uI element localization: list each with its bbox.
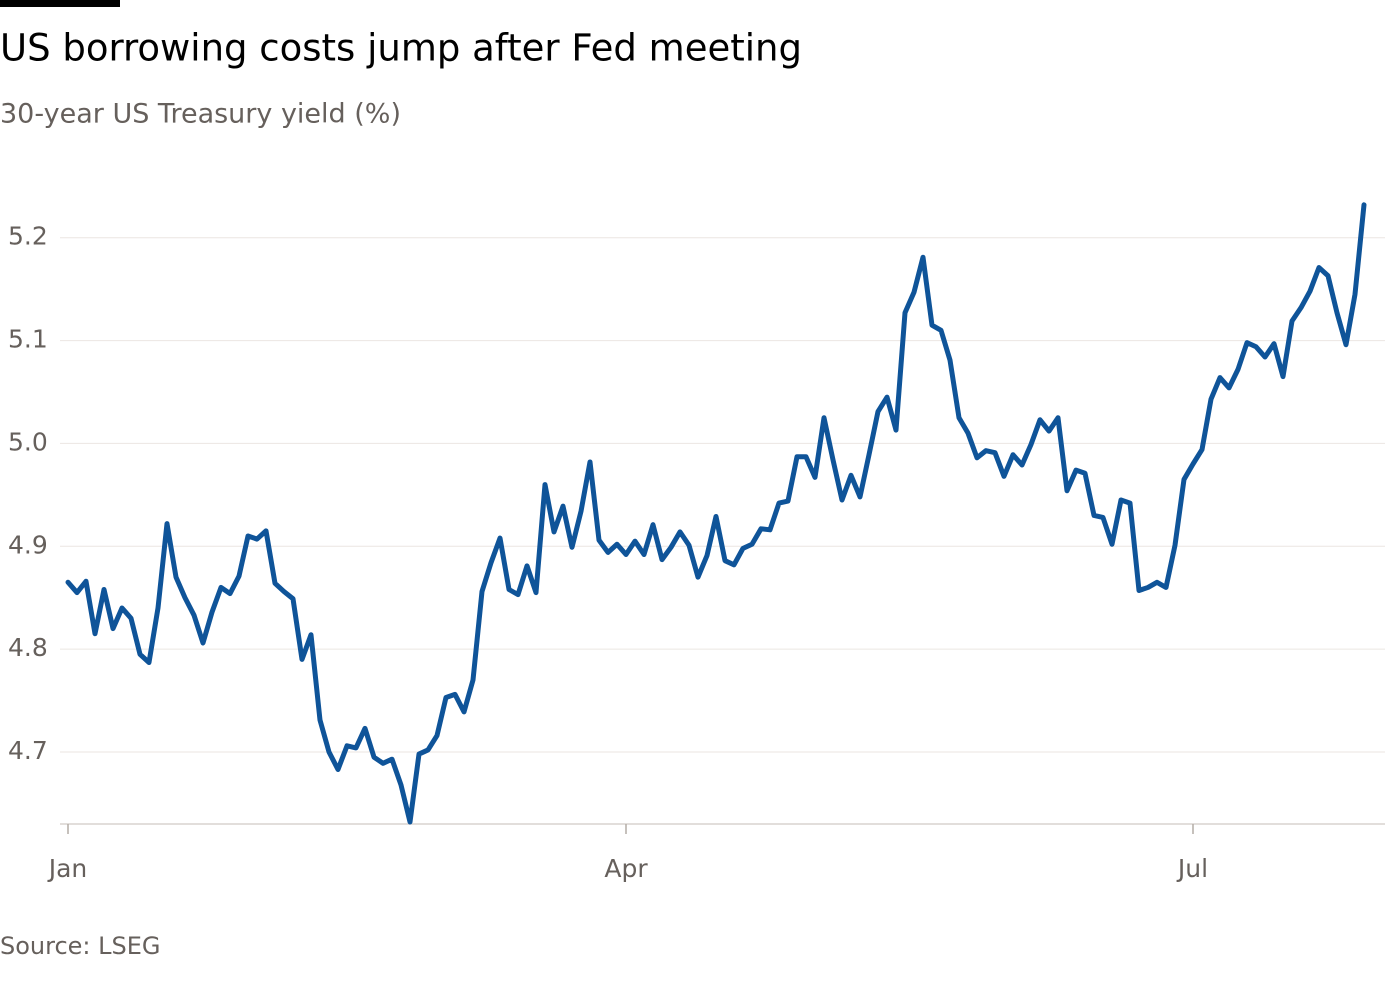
chart-subtitle: 30-year US Treasury yield (%) [0,99,401,130]
y-tick-label: 5.0 [8,427,48,456]
source: Source: LSEG [0,932,161,960]
x-tick-label: Jan [47,854,88,883]
line-series [65,202,1367,825]
y-tick-label: 5.2 [8,222,48,251]
chart-title: US borrowing costs jump after Fed meetin… [0,27,802,70]
y-tick-label: 5.1 [8,325,48,354]
x-tick-label: Jul [1176,854,1208,883]
x-tick-label: Apr [604,854,648,883]
y-tick-label: 4.8 [8,633,48,662]
y-tick-label: 4.9 [8,530,48,559]
brand-bar [0,0,120,7]
y-tick-label: 4.7 [8,736,48,765]
